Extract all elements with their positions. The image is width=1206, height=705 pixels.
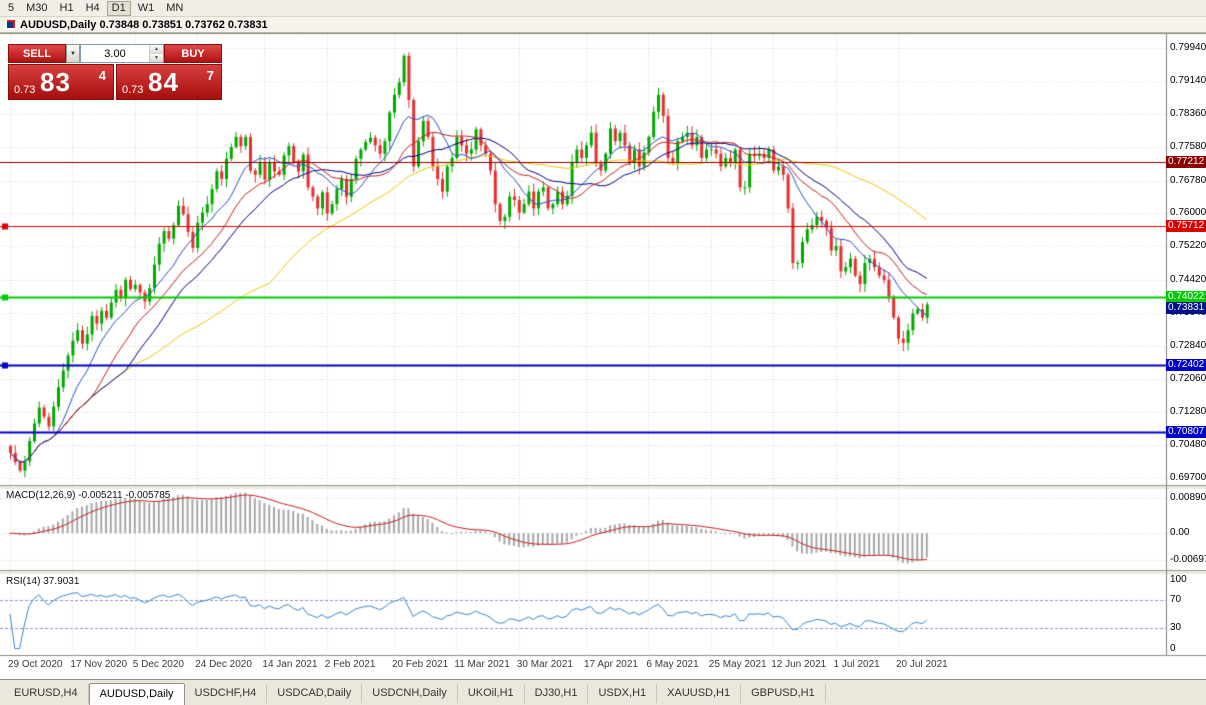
chart-tab-usdcnh-daily[interactable]: USDCNH,Daily bbox=[362, 684, 458, 703]
volume-field: ▲ ▼ bbox=[80, 44, 164, 63]
rsi-indicator-label: RSI(14) 37.9031 bbox=[6, 576, 80, 587]
one-click-trading-panel: SELL ▼ ▲ ▼ BUY 0.73 83 4 0.73 84 7 bbox=[8, 44, 222, 100]
sell-price-sup: 4 bbox=[98, 68, 106, 83]
price-axis-label: 0.71280 bbox=[1170, 405, 1206, 417]
price-axis-label: 0.79940 bbox=[1170, 41, 1206, 53]
timeframe-button-h4[interactable]: H4 bbox=[81, 1, 105, 16]
chart-tab-eurusd-h4[interactable]: EURUSD,H4 bbox=[4, 684, 89, 703]
chart-tab-dj30-h1[interactable]: DJ30,H1 bbox=[525, 684, 589, 703]
date-axis-label: 5 Dec 2020 bbox=[132, 659, 184, 670]
rsi-axis-label: 70 bbox=[1170, 594, 1182, 606]
rsi-axis-label: 100 bbox=[1170, 573, 1187, 585]
date-axis-label: 29 Oct 2020 bbox=[8, 659, 63, 670]
current-bid-price-label: 0.73831 bbox=[1166, 301, 1206, 314]
price-axis-label: 0.78360 bbox=[1170, 108, 1206, 120]
rsi-axis-label: 0 bbox=[1170, 642, 1176, 654]
price-axis-label: 0.76780 bbox=[1170, 174, 1206, 186]
timeframe-button-h1[interactable]: H1 bbox=[55, 1, 79, 16]
chart-title: AUDUSD,Daily 0.73848 0.73851 0.73762 0.7… bbox=[20, 18, 268, 31]
price-axis-label: 0.79140 bbox=[1170, 75, 1206, 87]
date-axis-label: 11 Mar 2021 bbox=[454, 659, 510, 670]
timeframe-button-d1[interactable]: D1 bbox=[106, 0, 131, 16]
date-axis-label: 17 Nov 2020 bbox=[70, 659, 128, 670]
buy-button[interactable]: BUY bbox=[164, 44, 222, 63]
buy-price-big: 84 bbox=[148, 67, 179, 97]
price-axis-label: 0.74420 bbox=[1170, 273, 1206, 285]
chart-tab-audusd-daily[interactable]: AUDUSD,Daily bbox=[88, 683, 185, 705]
hline-price-label: 0.70807 bbox=[1166, 425, 1206, 438]
price-axis-label: 0.69700 bbox=[1170, 472, 1206, 484]
sell-price-prefix: 0.73 bbox=[14, 84, 36, 96]
price-axis-label: 0.70480 bbox=[1170, 439, 1206, 451]
price-axis-label: 0.72840 bbox=[1170, 340, 1206, 352]
date-axis-label: 24 Dec 2020 bbox=[195, 659, 252, 670]
timeframe-toolbar: 5 M30 H1 H4 D1 W1 MN bbox=[0, 0, 1206, 17]
date-axis-label: 20 Feb 2021 bbox=[392, 659, 449, 670]
chart-tab-usdcad-daily[interactable]: USDCAD,Daily bbox=[267, 684, 363, 703]
chart-tab-xauusd-h1[interactable]: XAUUSD,H1 bbox=[657, 684, 742, 703]
price-axis-label: 0.77580 bbox=[1170, 141, 1206, 153]
date-axis-label: 25 May 2021 bbox=[708, 659, 767, 670]
hline-price-label: 0.75712 bbox=[1166, 219, 1206, 232]
sell-price-big: 83 bbox=[40, 67, 71, 97]
macd-axis-label: -0.00697 bbox=[1170, 554, 1206, 566]
chart-tab-usdx-h1[interactable]: USDX,H1 bbox=[588, 684, 658, 703]
timeframe-button-5[interactable]: 5 bbox=[3, 1, 19, 16]
chart-icon bbox=[5, 19, 15, 30]
volume-spinner: ▲ ▼ bbox=[149, 45, 163, 62]
price-axis-label: 0.72060 bbox=[1170, 372, 1206, 384]
sell-button[interactable]: SELL bbox=[8, 44, 66, 63]
chart-tab-gbpusd-h1[interactable]: GBPUSD,H1 bbox=[741, 684, 826, 703]
hline-price-label: 0.72402 bbox=[1166, 358, 1206, 371]
date-axis-label: 20 Jul 2021 bbox=[896, 659, 948, 670]
sell-price[interactable]: 0.73 83 4 bbox=[8, 64, 114, 100]
volume-input[interactable] bbox=[81, 45, 149, 62]
price-axis-label: 0.75220 bbox=[1170, 240, 1206, 252]
date-axis-label: 1 Jul 2021 bbox=[833, 659, 880, 670]
chart-tab-ukoil-h1[interactable]: UKOil,H1 bbox=[458, 684, 525, 703]
volume-up-icon[interactable]: ▲ bbox=[150, 45, 163, 54]
hline-price-label: 0.77212 bbox=[1166, 156, 1206, 169]
buy-price[interactable]: 0.73 84 7 bbox=[116, 64, 222, 100]
macd-axis-label: 0.00 bbox=[1170, 527, 1190, 539]
buy-price-sup: 7 bbox=[206, 68, 214, 83]
volume-dropdown-icon[interactable]: ▼ bbox=[66, 44, 80, 63]
date-axis-label: 14 Jan 2021 bbox=[262, 659, 318, 670]
chart-tab-bar: EURUSD,H4 AUDUSD,Daily USDCHF,H4 USDCAD,Dai… bbox=[0, 679, 1206, 705]
buy-price-prefix: 0.73 bbox=[122, 84, 144, 96]
volume-down-icon[interactable]: ▼ bbox=[150, 53, 163, 62]
rsi-axis-label: 30 bbox=[1170, 621, 1182, 633]
date-axis-label: 2 Feb 2021 bbox=[324, 659, 376, 670]
date-axis-label: 6 May 2021 bbox=[646, 659, 699, 670]
price-axis-label: 0.76000 bbox=[1170, 207, 1206, 219]
hline-price-label: 0.74022 bbox=[1166, 290, 1206, 303]
date-axis-label: 12 Jun 2021 bbox=[771, 659, 827, 670]
date-axis-label: 17 Apr 2021 bbox=[584, 659, 638, 670]
macd-axis-label: 0.00890 bbox=[1170, 492, 1206, 504]
timeframe-button-w1[interactable]: W1 bbox=[133, 1, 160, 16]
timeframe-button-m30[interactable]: M30 bbox=[21, 1, 52, 16]
macd-indicator-label: MACD(12,26,9) -0.005211 -0.005785 bbox=[6, 490, 171, 501]
chart-tab-usdchf-h4[interactable]: USDCHF,H4 bbox=[185, 684, 268, 703]
date-axis-label: 30 Mar 2021 bbox=[516, 659, 573, 670]
timeframe-button-mn[interactable]: MN bbox=[161, 1, 188, 16]
chart-caption: AUDUSD,Daily 0.73848 0.73851 0.73762 0.7… bbox=[0, 17, 1206, 33]
